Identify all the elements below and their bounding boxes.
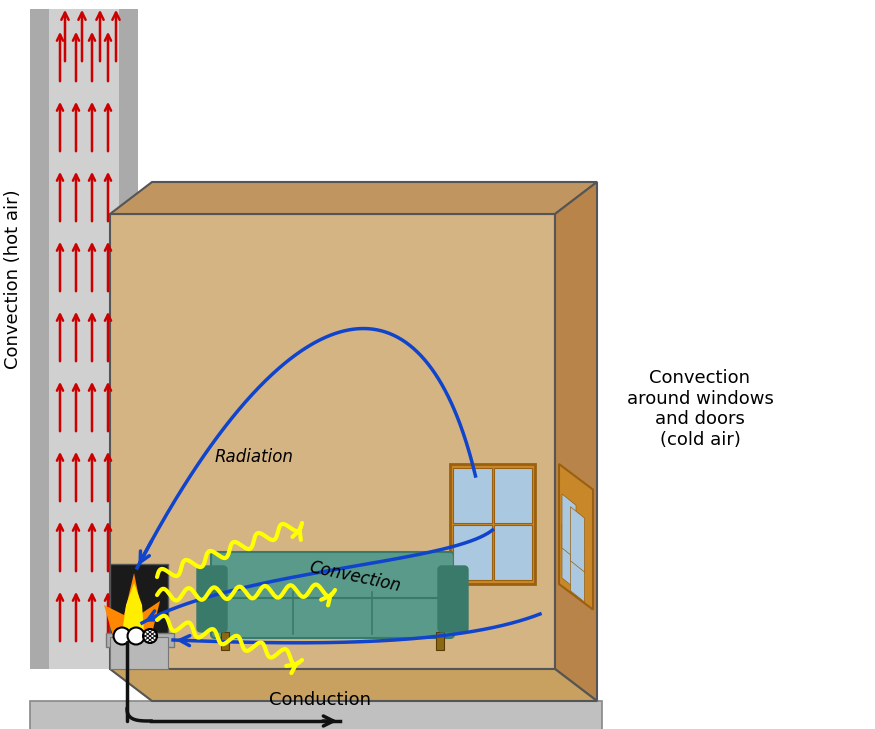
Bar: [450, 464, 535, 584]
Bar: [49, 9, 119, 669]
Polygon shape: [110, 669, 597, 701]
Circle shape: [114, 628, 130, 644]
Text: Convection (hot air): Convection (hot air): [4, 190, 22, 369]
Polygon shape: [122, 583, 144, 633]
Polygon shape: [559, 464, 593, 609]
Bar: [119, 9, 138, 669]
FancyBboxPatch shape: [211, 588, 454, 638]
FancyBboxPatch shape: [211, 552, 454, 598]
Polygon shape: [104, 573, 160, 633]
Bar: [30, 9, 49, 669]
Bar: [453, 468, 492, 523]
Bar: [221, 632, 229, 650]
FancyBboxPatch shape: [438, 566, 468, 632]
Polygon shape: [562, 524, 576, 589]
Text: Radiation: Radiation: [215, 448, 294, 466]
Bar: [106, 633, 174, 647]
Polygon shape: [555, 182, 597, 701]
Bar: [110, 214, 555, 669]
Text: Convection
around windows
and doors
(cold air): Convection around windows and doors (col…: [626, 369, 774, 449]
Polygon shape: [110, 182, 597, 214]
Text: Conduction: Conduction: [269, 691, 371, 709]
Polygon shape: [562, 494, 576, 559]
Polygon shape: [570, 507, 584, 572]
Bar: [493, 468, 532, 523]
Circle shape: [143, 629, 157, 643]
FancyBboxPatch shape: [197, 566, 227, 632]
Bar: [453, 525, 492, 580]
Bar: [493, 525, 532, 580]
Text: Convection: Convection: [307, 558, 403, 596]
Bar: [110, 637, 168, 669]
Polygon shape: [570, 537, 584, 602]
Bar: [30, 701, 602, 729]
Bar: [110, 564, 168, 639]
Bar: [436, 632, 444, 650]
Circle shape: [128, 628, 144, 644]
